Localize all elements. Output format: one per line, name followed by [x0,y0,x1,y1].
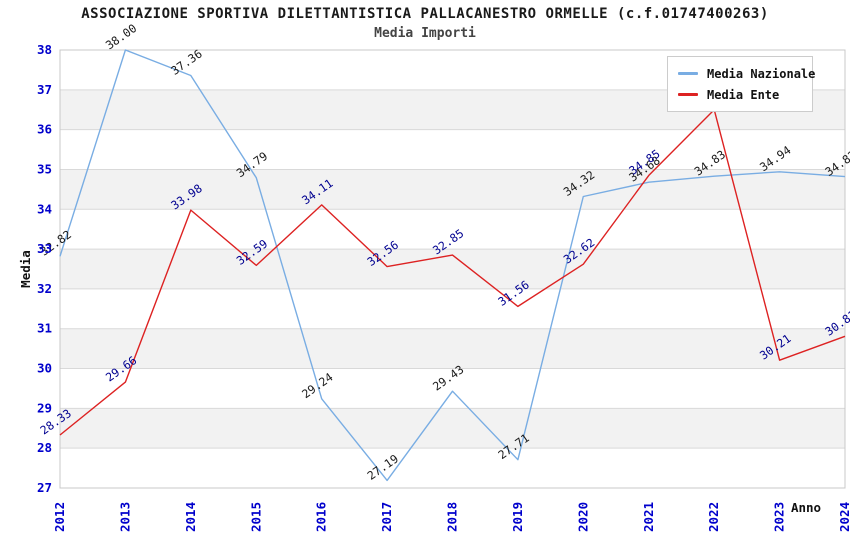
y-axis-title: Media [18,250,33,288]
y-tick-label: 29 [37,400,52,415]
chart-subtitle: Media Importi [374,26,476,41]
chart-title: ASSOCIAZIONE SPORTIVA DILETTANTISTICA PA… [81,6,769,22]
x-axis-title: Anno [791,500,821,515]
plot-band [60,328,845,369]
plot-border [59,49,846,489]
x-tick-label: 2024 [837,502,850,532]
y-tick-label: 33 [37,241,52,256]
x-tick-label: 2014 [183,502,198,532]
x-tick-label: 2017 [379,502,394,532]
y-tick-label: 36 [37,122,52,137]
y-tick-label: 31 [37,321,52,336]
y-tick-label: 28 [37,440,52,455]
x-tick-label: 2022 [706,502,721,532]
series-line-media-nazionale [59,49,846,482]
y-tick-label: 37 [37,82,52,97]
x-tick-label: 2018 [445,502,460,532]
y-tick-label: 38 [37,42,52,57]
legend-line-swatch [678,93,698,96]
data-label: 30.81 [823,307,850,338]
y-tick-label: 34 [37,201,52,216]
legend-item-media-nazionale: Media Nazionale [678,63,815,84]
data-label: 38.00 [103,21,139,52]
legend-item-label: Media Nazionale [707,66,816,81]
x-tick-label: 2013 [117,502,132,532]
x-tick-label: 2021 [641,502,656,532]
data-label: 29.24 [299,370,335,401]
x-tick-label: 2023 [772,502,787,532]
plot-band [60,408,845,449]
y-tick-label: 27 [37,480,52,495]
y-tick-label: 30 [37,361,52,376]
x-tick-label: 2012 [52,502,67,532]
data-label: 34.82 [823,148,850,179]
legend-line-swatch [678,72,698,75]
legend-item-label: Media Ente [707,87,780,102]
legend-item-media-ente: Media Ente [678,84,804,105]
chart-legend: Media Nazionale Media Ente [667,56,815,112]
x-tick-label: 2016 [314,502,329,532]
y-tick-label: 35 [37,161,52,176]
data-label: 27.19 [365,451,401,482]
x-tick-label: 2019 [510,502,525,532]
x-tick-label: 2020 [575,502,590,532]
x-tick-label: 2015 [248,502,263,532]
y-tick-label: 32 [37,281,52,296]
